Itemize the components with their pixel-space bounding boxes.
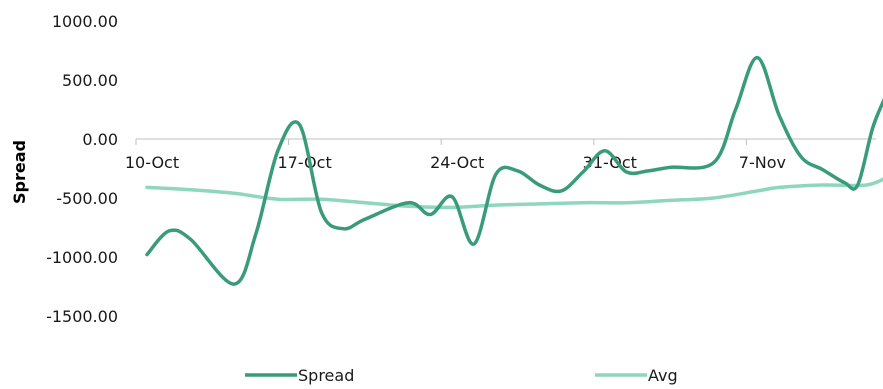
series-lines bbox=[145, 55, 883, 286]
y-tick-label: 0.00 bbox=[82, 130, 118, 149]
series-line-avg bbox=[145, 177, 883, 210]
x-tick-label: 10-Oct bbox=[125, 153, 179, 172]
legend-label-avg: Avg bbox=[648, 366, 678, 385]
y-tick-label: 1000.00 bbox=[52, 12, 118, 31]
y-axis-label: Spread bbox=[10, 140, 29, 204]
y-tick-label: -1000.00 bbox=[46, 248, 118, 267]
y-axis-ticks: 1000.00 500.00 0.00 -500.00 -1000.00 -1500.00 bbox=[46, 12, 118, 326]
y-tick-label: -500.00 bbox=[56, 189, 118, 208]
series-line-spread bbox=[145, 55, 883, 286]
legend-label-spread: Spread bbox=[298, 366, 354, 385]
legend: Spread Avg bbox=[245, 366, 678, 385]
x-tick-label: 7-Nov bbox=[739, 153, 786, 172]
x-tick-label: 17-Oct bbox=[277, 153, 331, 172]
y-tick-label: 500.00 bbox=[62, 71, 118, 90]
x-tick-label: 24-Oct bbox=[430, 153, 484, 172]
y-tick-label: -1500.00 bbox=[46, 307, 118, 326]
